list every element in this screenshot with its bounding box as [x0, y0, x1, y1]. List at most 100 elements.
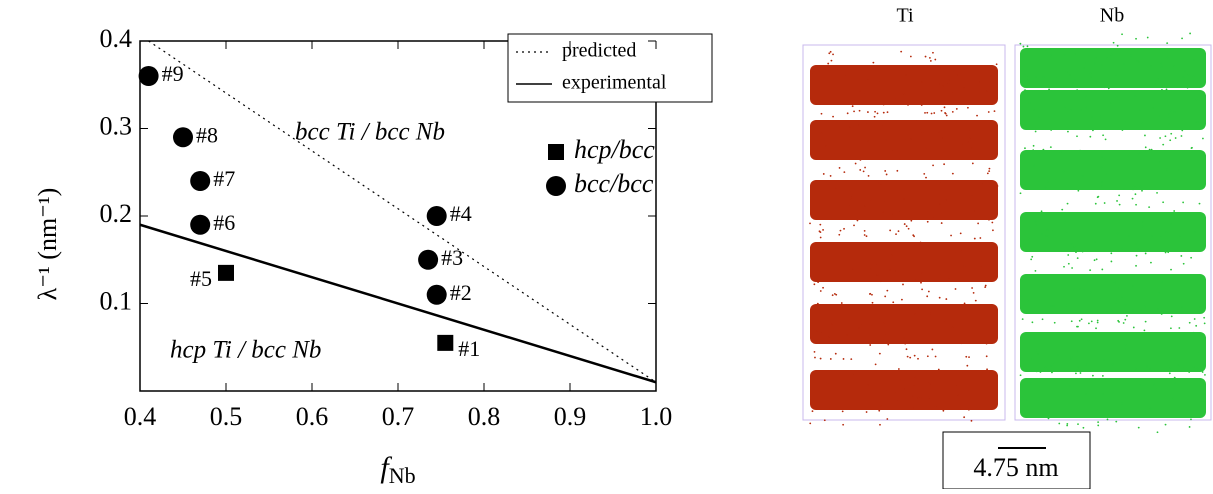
atom-dot — [1135, 204, 1137, 206]
marker — [218, 265, 234, 281]
atom-dot — [1202, 412, 1204, 414]
atom-dot — [1085, 62, 1087, 64]
atom-dot — [941, 110, 943, 112]
atom-dot — [979, 237, 981, 239]
atom-dot — [978, 81, 980, 83]
marker — [139, 66, 159, 86]
atom-dot — [1036, 370, 1038, 372]
atom-dot — [852, 268, 854, 270]
atom-dot — [903, 337, 905, 339]
atom-dot — [1057, 354, 1059, 356]
atom-dot — [1181, 306, 1183, 308]
atom-dot — [1035, 76, 1037, 78]
atom-dot — [850, 358, 852, 360]
atom-dot — [884, 199, 886, 201]
atom-dot — [1115, 303, 1117, 305]
atom-dot — [870, 268, 872, 270]
atom-dot — [939, 67, 941, 69]
atom-dot — [923, 173, 925, 175]
atom-dot — [963, 87, 965, 89]
atom-dot — [914, 313, 916, 315]
atom-dot — [1092, 129, 1094, 131]
atom-dot — [1134, 186, 1136, 188]
atom-dot — [848, 205, 850, 207]
atom-dot — [1168, 123, 1170, 125]
atom-dot — [866, 235, 868, 237]
atom-dot — [1124, 319, 1126, 321]
atom-dot — [855, 158, 857, 160]
atom-dot — [1187, 217, 1189, 219]
atom-dot — [821, 332, 823, 334]
atom-dot — [863, 170, 865, 172]
atom-dot — [1080, 372, 1082, 374]
atom-dot — [1031, 256, 1033, 258]
atom-dot — [1022, 359, 1024, 361]
atom-dot — [924, 112, 926, 114]
atom-dot — [995, 153, 997, 155]
atom-dot — [1075, 372, 1077, 374]
atom-dot — [1119, 204, 1121, 206]
atom-dot — [882, 211, 884, 213]
legend-label: bcc/bcc — [574, 169, 654, 198]
atom-dot — [1144, 135, 1146, 137]
atom-dot — [1175, 137, 1177, 139]
atom-dot — [1071, 356, 1073, 358]
atom-dot — [871, 324, 873, 326]
atom-dot — [1150, 262, 1152, 264]
atom-dot — [1123, 188, 1125, 190]
atom-dot — [1022, 318, 1024, 320]
atom-dot — [929, 57, 931, 59]
atom-dot — [835, 294, 837, 296]
atom-dot — [875, 264, 877, 266]
atom-dot — [902, 268, 904, 270]
atom-band — [1020, 378, 1206, 418]
atom-dot — [880, 319, 882, 321]
atom-dot — [1107, 276, 1109, 278]
atom-dot — [990, 130, 992, 132]
atom-dot — [1101, 185, 1103, 187]
atom-dot — [1073, 246, 1075, 248]
atom-dot — [835, 187, 837, 189]
atom-dot — [931, 338, 933, 340]
atom-dot — [1024, 73, 1026, 75]
atom-dot — [990, 75, 992, 77]
atom-dot — [935, 406, 937, 408]
atom-dot — [987, 172, 989, 174]
atom-dot — [1096, 258, 1098, 260]
atom-dot — [1175, 345, 1177, 347]
atom-dot — [975, 149, 977, 151]
atom-dot — [1173, 111, 1175, 113]
atom-dot — [1055, 179, 1057, 181]
atom-dot — [904, 223, 906, 225]
atom-dot — [934, 59, 936, 61]
point-label: #2 — [450, 280, 472, 305]
atom-dot — [1094, 337, 1096, 339]
atom-dot — [1089, 136, 1091, 138]
atom-dot — [1183, 263, 1185, 265]
atom-dot — [1027, 79, 1029, 81]
atom-dot — [1198, 353, 1200, 355]
atom-dot — [1058, 423, 1060, 425]
atom-dot — [864, 230, 866, 232]
atom-dot — [855, 163, 857, 165]
atom-dot — [986, 90, 988, 92]
atom-dot — [1072, 82, 1074, 84]
atom-dot — [907, 356, 909, 358]
atom-dot — [952, 111, 954, 113]
atom-dot — [861, 323, 863, 325]
atom-dot — [1053, 305, 1055, 307]
marker — [190, 215, 210, 235]
x-axis-label-sub: Nb — [389, 463, 416, 488]
atom-dot — [1145, 146, 1147, 148]
atom-dot — [923, 306, 925, 308]
atom-dot — [821, 132, 823, 134]
atom-dot — [947, 83, 949, 85]
atom-dot — [1047, 369, 1049, 371]
atom-dot — [864, 167, 866, 169]
atom-dot — [1144, 150, 1146, 152]
atom-dot — [874, 111, 876, 113]
atom-dot — [899, 379, 901, 381]
atom-dot — [952, 326, 954, 328]
atom-dot — [837, 68, 839, 70]
atom-dot — [1130, 55, 1132, 57]
